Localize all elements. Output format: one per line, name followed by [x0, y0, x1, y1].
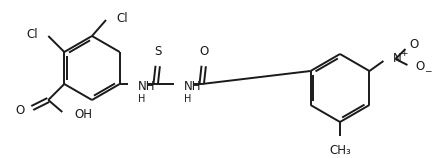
- Text: H: H: [184, 94, 191, 104]
- Text: OH: OH: [74, 107, 92, 121]
- Text: +: +: [400, 49, 408, 58]
- Text: N: N: [392, 52, 401, 64]
- Text: −: −: [424, 67, 432, 76]
- Text: NH: NH: [138, 80, 155, 94]
- Text: O: O: [409, 39, 419, 52]
- Text: O: O: [199, 45, 208, 58]
- Text: O: O: [415, 61, 425, 73]
- Text: Cl: Cl: [27, 27, 38, 40]
- Text: Cl: Cl: [116, 12, 128, 24]
- Text: S: S: [154, 45, 161, 58]
- Text: CH₃: CH₃: [329, 144, 351, 157]
- Text: H: H: [138, 94, 145, 104]
- Text: NH: NH: [184, 80, 201, 94]
- Text: O: O: [15, 103, 24, 116]
